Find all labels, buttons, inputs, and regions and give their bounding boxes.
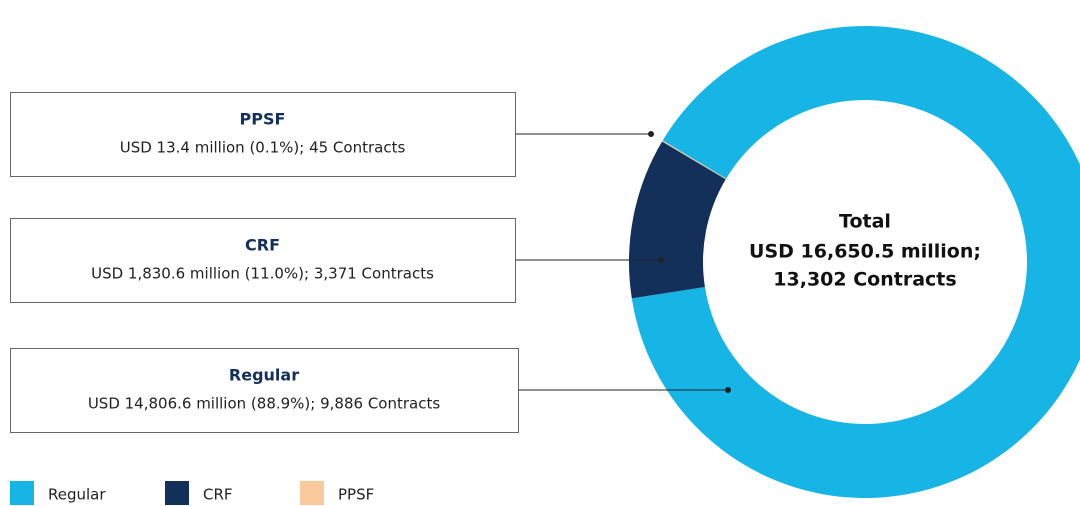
callout-name: Regular [229,366,299,385]
center-label: Total [839,211,891,233]
legend-swatch [165,481,189,505]
donut-slice [631,26,1080,498]
center-label: USD 16,650.5 million; [749,241,981,263]
callout-box [10,92,516,177]
legend-label: CRF [203,486,233,504]
legend-swatch [10,481,34,505]
leader-dot [725,387,731,393]
callout-name: CRF [245,236,280,255]
callout-name: PPSF [240,110,286,129]
center-label: 13,302 Contracts [773,269,956,291]
leader-dot [648,131,654,137]
legend-label: PPSF [338,486,374,504]
callout-box [10,348,519,433]
leader-dot [658,257,664,263]
callout-value: USD 14,806.6 million (88.9%); 9,886 Cont… [88,395,441,413]
legend-label: Regular [48,486,106,504]
callout-box [10,218,516,303]
legend-swatch [300,481,324,505]
callout-value: USD 13.4 million (0.1%); 45 Contracts [120,139,406,157]
callout-value: USD 1,830.6 million (11.0%); 3,371 Contr… [91,265,434,283]
donut-slice [662,140,727,180]
donut-slice [629,141,726,299]
